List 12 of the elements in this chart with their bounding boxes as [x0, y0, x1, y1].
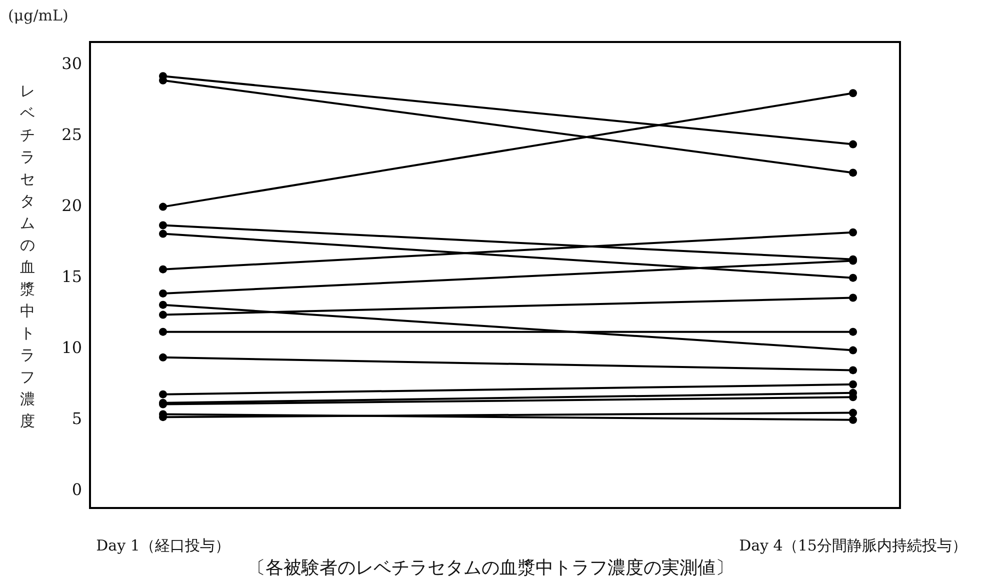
- text: 〔各被験者のレベチラセタムの血漿中トラフ濃度の実測値〕: [248, 558, 734, 578]
- x-tick-label: Day 4（15分間静脈内持続投与）: [739, 536, 967, 554]
- y-tick-label: 10: [62, 338, 82, 357]
- y-tick-label: 15: [62, 266, 82, 286]
- y-tick-label: 25: [62, 124, 82, 144]
- y-tick-label: 0: [72, 480, 82, 500]
- text: (μg/mL): [8, 6, 68, 24]
- text: レベチラセタムの血漿中トラフ濃度: [20, 82, 35, 430]
- y-tick-label: 20: [62, 196, 82, 215]
- y-tick-label: 5: [72, 408, 82, 428]
- y-tick-label: 30: [62, 54, 82, 73]
- x-tick-label: Day 1（経口投与）: [96, 536, 230, 554]
